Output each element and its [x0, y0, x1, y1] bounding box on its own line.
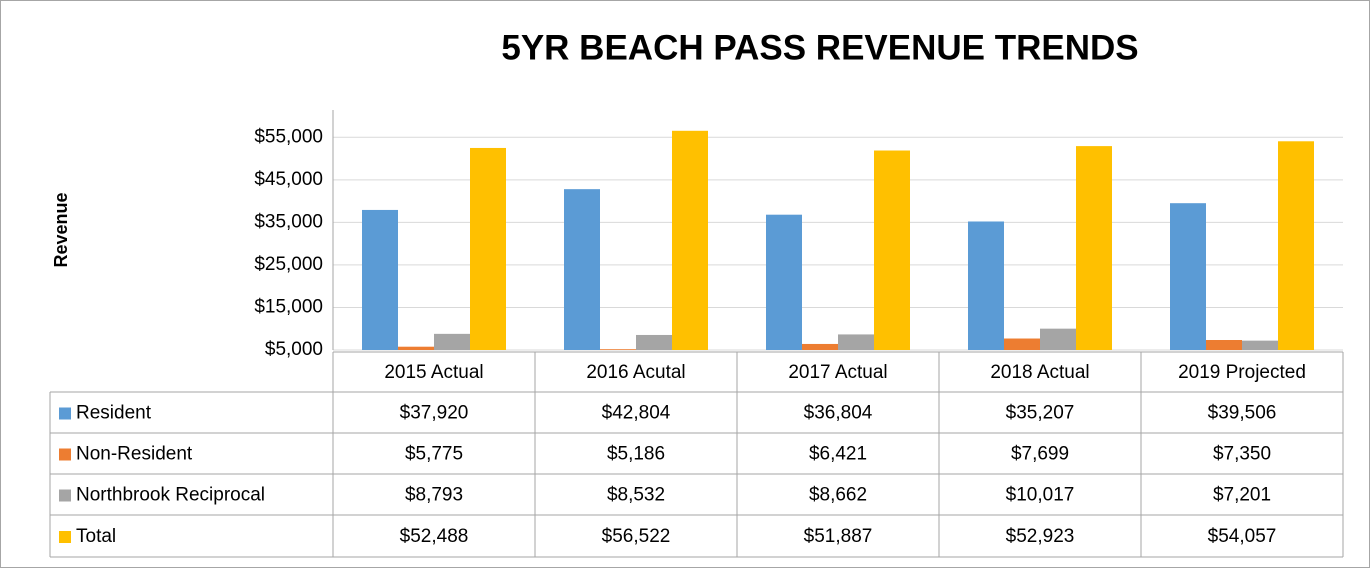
- bar: [470, 147, 506, 350]
- bar: [672, 130, 708, 350]
- bar: [874, 150, 910, 350]
- data-label: $36,804: [804, 403, 873, 424]
- bar: [1242, 340, 1278, 350]
- bar: [636, 334, 672, 350]
- data-label: $6,421: [809, 444, 867, 465]
- data-label: $52,923: [1006, 526, 1075, 547]
- data-label: $8,793: [405, 485, 463, 506]
- x-tick-label: 2016 Acutal: [586, 362, 685, 383]
- data-label: $5,775: [405, 444, 463, 465]
- bar: [1170, 203, 1206, 350]
- data-label: $8,532: [607, 485, 665, 506]
- data-label: $10,017: [1006, 485, 1075, 506]
- data-label: $35,207: [1006, 403, 1075, 424]
- bar: [398, 346, 434, 350]
- y-tick-label: $5,000: [265, 339, 323, 360]
- legend-label: Non-Resident: [76, 444, 193, 465]
- data-label: $8,662: [809, 485, 867, 506]
- x-tick-label: 2019 Projected: [1178, 362, 1306, 383]
- bar: [968, 221, 1004, 350]
- bar: [600, 349, 636, 350]
- x-tick-label: 2018 Actual: [990, 362, 1089, 383]
- data-label: $7,350: [1213, 444, 1271, 465]
- legend-swatch: [59, 489, 71, 502]
- bar: [1206, 340, 1242, 350]
- bar: [766, 214, 802, 350]
- data-label: $51,887: [804, 526, 873, 547]
- legend-swatch: [59, 448, 71, 461]
- bar: [1278, 141, 1314, 350]
- bar: [434, 333, 470, 350]
- x-tick-label: 2017 Actual: [788, 362, 887, 383]
- data-label: $37,920: [400, 403, 469, 424]
- data-label: $5,186: [607, 444, 665, 465]
- y-tick-label: $15,000: [254, 296, 323, 317]
- data-label: $54,057: [1208, 526, 1277, 547]
- legend-label: Northbrook Reciprocal: [76, 485, 265, 506]
- legend-label: Total: [76, 526, 116, 547]
- x-tick-label: 2015 Actual: [384, 362, 483, 383]
- y-axis-label: Revenue: [51, 192, 71, 267]
- y-tick-label: $45,000: [254, 169, 323, 190]
- bar: [362, 209, 398, 350]
- bar: [1040, 328, 1076, 350]
- y-tick-label: $55,000: [254, 126, 323, 147]
- bar: [838, 334, 874, 350]
- bar: [564, 189, 600, 350]
- legend-label: Resident: [76, 403, 152, 424]
- bar: [1004, 338, 1040, 350]
- data-label: $56,522: [602, 526, 671, 547]
- data-label: $7,699: [1011, 444, 1069, 465]
- data-label: $7,201: [1213, 485, 1271, 506]
- data-label: $39,506: [1208, 403, 1277, 424]
- legend-swatch: [59, 531, 71, 543]
- legend-swatch: [59, 407, 71, 420]
- data-label: $42,804: [602, 403, 671, 424]
- y-tick-label: $25,000: [254, 254, 323, 275]
- chart-title: 5YR BEACH PASS REVENUE TRENDS: [501, 28, 1138, 67]
- data-label: $52,488: [400, 526, 469, 547]
- y-tick-label: $35,000: [254, 211, 323, 232]
- bar: [802, 343, 838, 350]
- bar: [1076, 146, 1112, 350]
